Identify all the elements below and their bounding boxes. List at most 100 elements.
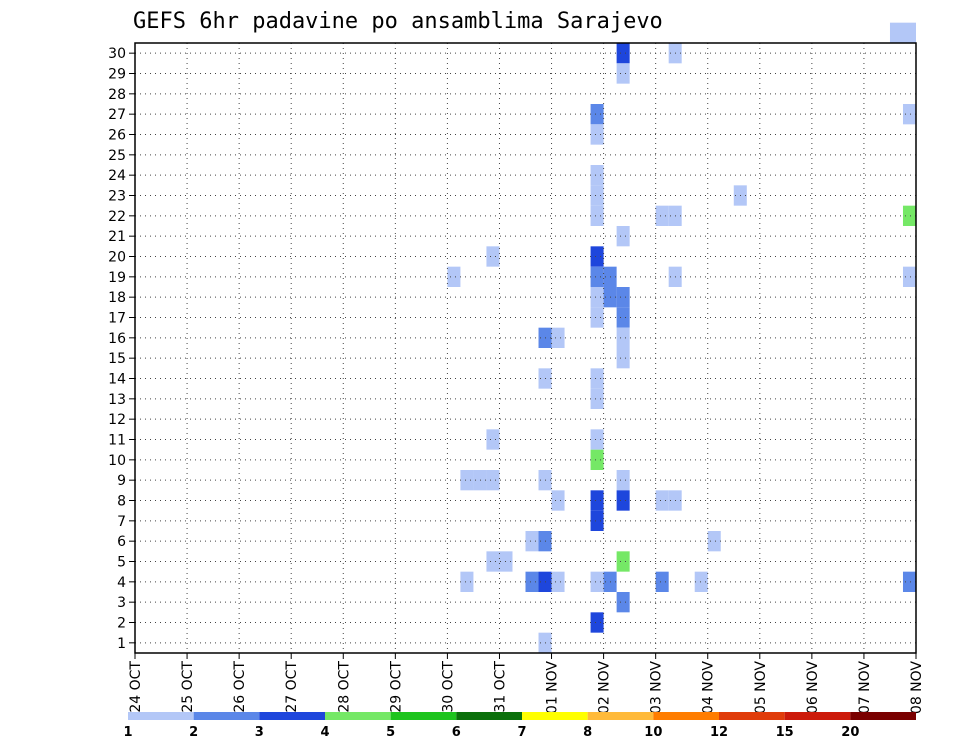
cell-member-20-bin-1 xyxy=(616,226,630,247)
x-tick-label: 06 NOV xyxy=(805,661,821,715)
colorbar-swatch xyxy=(456,712,522,720)
cell-member-10-bin-1 xyxy=(486,429,500,450)
cell-member-19-bin-1 xyxy=(486,246,500,267)
cell-member-12-bin-1 xyxy=(590,388,604,409)
cell-member-30-bin-1 xyxy=(889,22,903,43)
x-tick-label: 30 OCT xyxy=(440,661,456,713)
colorbar-label: 15 xyxy=(776,725,794,740)
x-tick-label: 07 NOV xyxy=(857,661,873,715)
colorbar-swatch xyxy=(719,712,785,720)
y-tick-label: 22 xyxy=(108,209,126,225)
colorbar-label: 7 xyxy=(517,725,526,740)
cell-member-5-bin-1 xyxy=(525,531,539,552)
y-tick-label: 18 xyxy=(108,290,126,306)
colorbar-label: 20 xyxy=(841,725,859,740)
y-tick-label: 28 xyxy=(108,87,126,103)
cell-member-8-bin-1 xyxy=(616,470,630,491)
y-tick-label: 9 xyxy=(117,473,126,489)
cell-member-7-bin-1 xyxy=(551,490,565,511)
y-tick-label: 10 xyxy=(108,453,126,469)
colorbar-label: 10 xyxy=(644,725,662,740)
cell-member-21-bin-1 xyxy=(590,205,604,226)
y-tick-label: 25 xyxy=(108,148,126,164)
y-tick-label: 4 xyxy=(117,575,126,591)
colorbar-label: 1 xyxy=(123,725,132,740)
y-tick-label: 24 xyxy=(108,168,126,184)
cell-member-1-bin-3 xyxy=(590,612,604,633)
cell-member-7-bin-1 xyxy=(655,490,669,511)
y-tick-label: 1 xyxy=(117,636,126,652)
colorbar-label: 5 xyxy=(386,725,395,740)
y-tick-label: 13 xyxy=(108,392,126,408)
y-tick-label: 23 xyxy=(108,189,126,205)
x-tick-label: 28 OCT xyxy=(336,661,352,713)
x-tick-label: 27 OCT xyxy=(284,661,300,713)
cell-member-3-bin-1 xyxy=(590,571,604,592)
x-tick-label: 29 OCT xyxy=(388,661,404,713)
x-tick-label: 03 NOV xyxy=(649,661,665,715)
y-tick-label: 29 xyxy=(108,67,126,83)
x-tick-label: 08 NOV xyxy=(909,661,925,715)
colorbar-swatch xyxy=(653,712,719,720)
colorbar-swatch xyxy=(193,712,260,720)
cell-member-4-bin-1 xyxy=(486,551,500,572)
cell-member-26-bin-2 xyxy=(590,104,604,125)
y-tick-label: 15 xyxy=(108,351,126,367)
cell-member-30-bin-1 xyxy=(902,22,916,43)
colorbar-label: 4 xyxy=(320,725,329,740)
y-tick-label: 3 xyxy=(117,595,126,611)
cell-member-13-bin-1 xyxy=(590,368,604,389)
y-tick-label: 20 xyxy=(108,250,126,266)
colorbar-swatch xyxy=(259,712,325,720)
x-tick-label: 26 OCT xyxy=(232,661,248,713)
cell-member-3-bin-2 xyxy=(902,571,916,592)
grid-lines xyxy=(135,43,916,653)
colorbar-legend: 1 2 3 4 5 6 7 8 10 12 15 20 xyxy=(123,712,916,740)
cell-member-16-bin-1 xyxy=(590,307,604,328)
colorbar-label: 3 xyxy=(255,725,264,740)
x-tick-label: 02 NOV xyxy=(597,661,613,715)
cell-member-18-bin-1 xyxy=(902,266,916,287)
cell-member-3-bin-1 xyxy=(460,571,474,592)
cell-member-29-bin-3 xyxy=(616,43,630,64)
x-tick-label: 04 NOV xyxy=(701,661,717,715)
x-tick-label: 24 OCT xyxy=(128,661,144,713)
x-tick-label: 01 NOV xyxy=(545,661,561,715)
x-tick-label: 31 OCT xyxy=(492,661,508,713)
x-tick-label: 05 NOV xyxy=(753,661,769,715)
cell-member-5-bin-1 xyxy=(707,531,721,552)
cell-member-3-bin-1 xyxy=(551,571,565,592)
cell-member-4-bin-4 xyxy=(616,551,630,572)
cell-member-28-bin-1 xyxy=(616,63,630,84)
y-tick-label: 2 xyxy=(117,616,126,632)
cell-member-21-bin-1 xyxy=(655,205,669,226)
y-tick-label: 14 xyxy=(108,372,126,388)
y-tick-label: 16 xyxy=(108,331,126,347)
cell-member-10-bin-1 xyxy=(590,429,604,450)
cell-member-15-bin-1 xyxy=(616,327,630,348)
y-axis: 1234567891011121314151617181920212223242… xyxy=(108,46,135,652)
y-tick-label: 27 xyxy=(108,107,126,123)
cell-member-3-bin-1 xyxy=(694,571,708,592)
colorbar-swatch xyxy=(390,712,457,720)
cell-member-19-bin-3 xyxy=(590,246,604,267)
cell-member-23-bin-1 xyxy=(590,165,604,186)
chart-title: GEFS 6hr padavine po ansamblima Sarajevo xyxy=(133,9,663,34)
y-tick-label: 26 xyxy=(108,128,126,144)
x-axis: 24 OCT 25 OCT 26 OCT 27 OCT 28 OCT 29 OCT 30 O… xyxy=(128,653,925,714)
cell-member-7-bin-3 xyxy=(616,490,630,511)
colorbar-label: 2 xyxy=(189,725,198,740)
cell-member-8-bin-1 xyxy=(473,470,487,491)
y-tick-label: 7 xyxy=(117,514,126,530)
cell-member-25-bin-1 xyxy=(590,124,604,145)
colorbar-label: 8 xyxy=(583,725,592,740)
cell-member-26-bin-1 xyxy=(902,104,916,125)
y-tick-label: 17 xyxy=(108,311,126,327)
cell-member-17-bin-2 xyxy=(616,287,630,308)
y-tick-label: 8 xyxy=(117,494,126,510)
x-tick-label: 25 OCT xyxy=(180,661,196,713)
cell-member-9-bin-4 xyxy=(590,449,604,470)
y-tick-label: 5 xyxy=(117,555,126,571)
cell-member-8-bin-1 xyxy=(460,470,474,491)
